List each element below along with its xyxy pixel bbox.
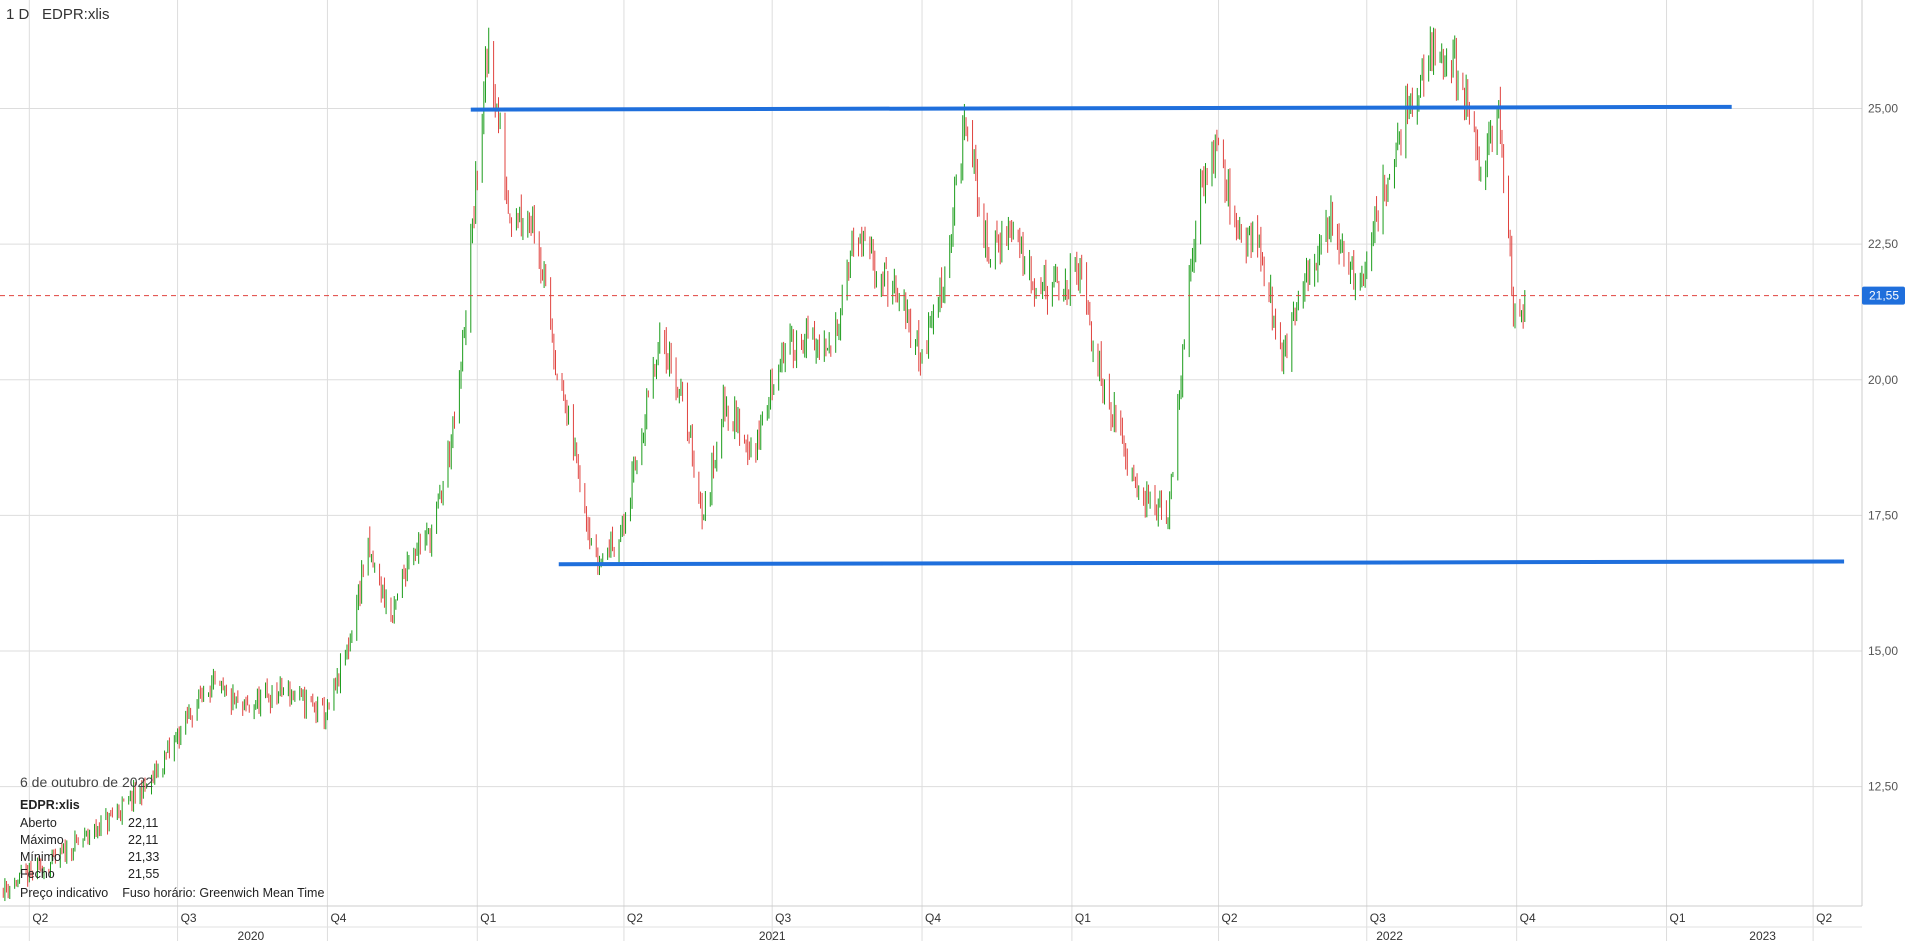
info-label: Fecho xyxy=(20,867,55,881)
info-row-open: Aberto 22,11 xyxy=(20,816,324,833)
timezone-note: Fuso horário: Greenwich Mean Time xyxy=(122,886,325,900)
x-quarter-label: Q2 xyxy=(627,911,643,925)
y-tick-label: 20,00 xyxy=(1868,373,1898,387)
info-row-low: Mínimo 21,33 xyxy=(20,850,324,867)
indicative-price-note: Preço indicativo xyxy=(20,886,109,900)
current-price-label: 21,55 xyxy=(1869,289,1899,303)
x-quarter-label: Q1 xyxy=(1075,911,1091,925)
x-quarter-label: Q1 xyxy=(480,911,496,925)
trendline xyxy=(470,104,1732,112)
x-quarter-label: Q3 xyxy=(775,911,791,925)
x-quarter-label: Q4 xyxy=(330,911,346,925)
y-tick-label: 22,50 xyxy=(1868,237,1898,251)
y-tick-label: 15,00 xyxy=(1868,644,1898,658)
x-quarter-label: Q2 xyxy=(1816,911,1832,925)
current-price-tag xyxy=(1862,286,1905,305)
info-symbol: EDPR:xlis xyxy=(20,798,80,812)
y-tick-label: 12,50 xyxy=(1868,780,1898,794)
x-quarter-label: Q3 xyxy=(181,911,197,925)
info-row-close: Fecho 21,55 xyxy=(20,867,324,884)
info-value: 22,11 xyxy=(128,816,159,830)
info-value: 21,33 xyxy=(128,850,160,864)
y-tick-label: 17,50 xyxy=(1868,508,1898,522)
x-quarter-label: Q2 xyxy=(1222,911,1238,925)
info-value: 21,55 xyxy=(128,867,160,881)
trendlines xyxy=(0,104,1862,567)
x-year-label: 2022 xyxy=(1376,929,1403,942)
x-quarter-label: Q4 xyxy=(1520,911,1536,925)
x-year-label: 2020 xyxy=(238,929,265,942)
info-row-high: Máximo 22,11 xyxy=(20,833,324,850)
x-year-label: 2023 xyxy=(1749,929,1776,942)
x-quarter-label: Q1 xyxy=(1670,911,1686,925)
ohlc-info-panel: 6 de outubro de 2022 EDPR:xlis Aberto 22… xyxy=(20,774,324,900)
symbol-label[interactable]: EDPR:xlis xyxy=(42,6,110,23)
info-label: Aberto xyxy=(20,816,57,830)
info-footer: Preço indicativo Fuso horário: Greenwich… xyxy=(20,886,324,900)
x-quarter-label: Q3 xyxy=(1370,911,1386,925)
info-label: Mínimo xyxy=(20,850,61,864)
info-value: 22,11 xyxy=(128,833,159,847)
x-quarter-label: Q4 xyxy=(925,911,941,925)
x-quarter-label: Q2 xyxy=(32,911,48,925)
info-date: 6 de outubro de 2022 xyxy=(20,774,154,790)
candlestick-series xyxy=(2,26,1526,902)
info-label: Máximo xyxy=(20,833,64,847)
interval-label[interactable]: 1 D xyxy=(6,6,30,23)
y-tick-label: 25,00 xyxy=(1868,102,1898,116)
trendline xyxy=(558,559,1845,567)
x-year-label: 2021 xyxy=(759,929,786,942)
